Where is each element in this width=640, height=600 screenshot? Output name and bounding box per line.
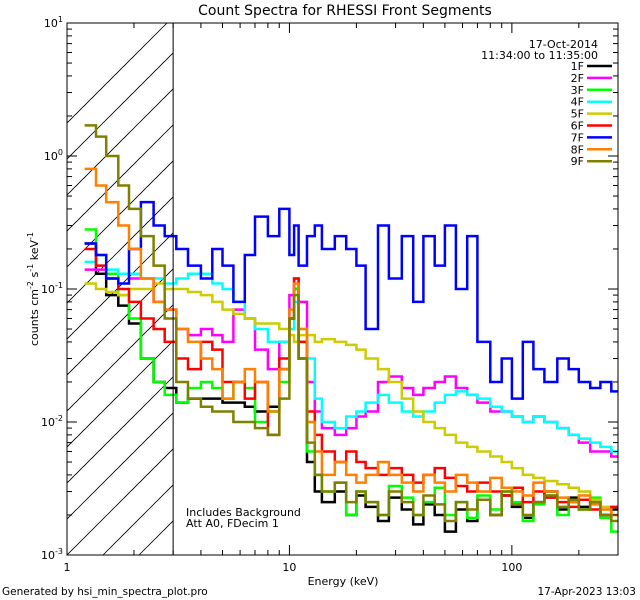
series-line-8f — [84, 167, 618, 517]
x-axis-label: Energy (keV) — [308, 575, 379, 588]
legend-label-9f: 9F — [571, 155, 584, 168]
legend-label-2f: 2F — [571, 72, 584, 85]
y-tick-label: 101 — [44, 15, 63, 30]
info-date: 17-Oct-2014 — [529, 38, 598, 51]
legend-label-4f: 4F — [571, 96, 584, 109]
legend-label-7f: 7F — [571, 131, 584, 144]
footer-timestamp: 17-Apr-2023 13:03 — [537, 586, 636, 598]
legend-label-6f: 6F — [571, 120, 584, 133]
legend-label-8f: 8F — [571, 143, 584, 156]
y-tick-label: 10-3 — [41, 547, 63, 562]
series-line-7f — [84, 200, 618, 400]
legend-label-3f: 3F — [571, 84, 584, 97]
info-time-range: 11:34:00 to 11:35:00 — [481, 49, 598, 62]
legend-label-5f: 5F — [571, 108, 584, 121]
y-tick-label: 10-2 — [41, 414, 63, 429]
chart-title: Count Spectra for RHESSI Front Segments — [198, 3, 492, 19]
legend-label-1f: 1F — [571, 60, 584, 73]
series-line-9f — [84, 124, 618, 523]
y-axis-label: counts cm-2 s-1 keV-1 — [26, 232, 41, 346]
y-tick-label: 10-1 — [41, 281, 63, 296]
footer-generator: Generated by hsi_min_spectra_plot.pro — [2, 586, 208, 598]
annotation-background: Includes Background — [186, 506, 301, 519]
series-line-5f — [84, 282, 618, 517]
series-line-4f — [84, 260, 618, 453]
y-tick-label: 100 — [44, 148, 63, 163]
x-tick-label: 100 — [501, 561, 522, 574]
x-tick-label: 1 — [64, 561, 71, 574]
annotation-attenuator: Att A0, FDecim 1 — [186, 517, 279, 530]
series-line-6f — [84, 247, 618, 517]
x-tick-label: 10 — [282, 561, 296, 574]
